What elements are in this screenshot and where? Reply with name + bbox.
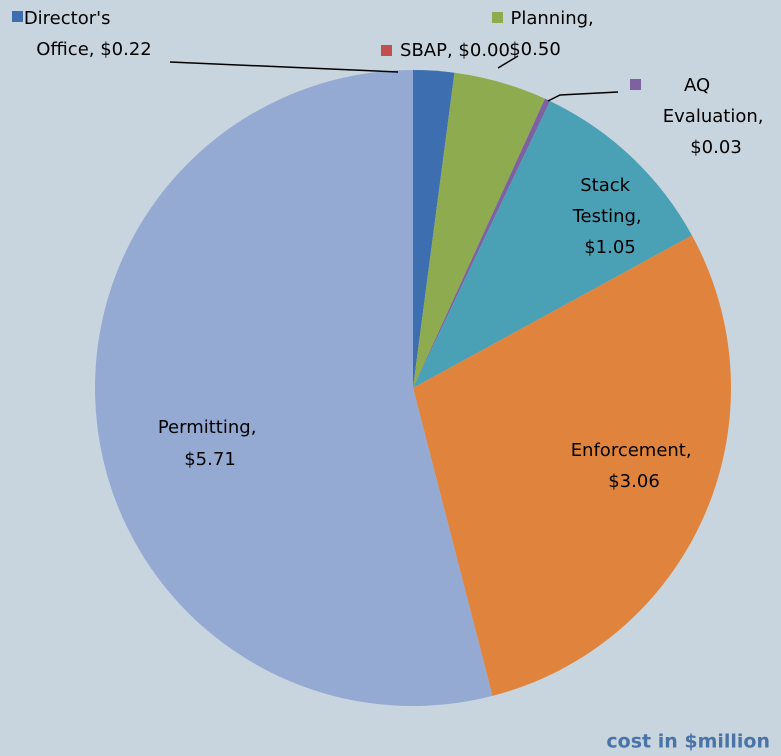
data-label: Permitting, $5.71 — [158, 417, 262, 470]
data-label: SBAP, $0.00 — [400, 40, 510, 61]
pie — [94, 70, 731, 706]
data-label: Enforcement, $3.06 — [571, 440, 698, 492]
data-label: Director's Office, $0.22 — [24, 8, 152, 60]
note: cost in $million — [606, 731, 770, 753]
leader-line — [497, 55, 519, 69]
pie-slice — [413, 235, 731, 696]
data-label: Stack Testing, $1.05 — [572, 175, 648, 258]
pie-slice — [94, 70, 493, 706]
leader-line — [547, 91, 619, 102]
legend-swatch — [492, 12, 503, 23]
pie-slice — [413, 98, 551, 389]
legend-swatch — [381, 45, 392, 56]
pie-slice — [413, 101, 692, 389]
pie-slice — [413, 70, 455, 388]
data-label: Planning, $0.50 — [509, 8, 599, 60]
legend-swatch — [12, 11, 23, 22]
legend-swatch — [630, 79, 641, 90]
pie-slice — [413, 72, 545, 388]
leader-line — [169, 61, 399, 73]
data-label: AQ Evaluation, $0.03 — [663, 75, 769, 158]
